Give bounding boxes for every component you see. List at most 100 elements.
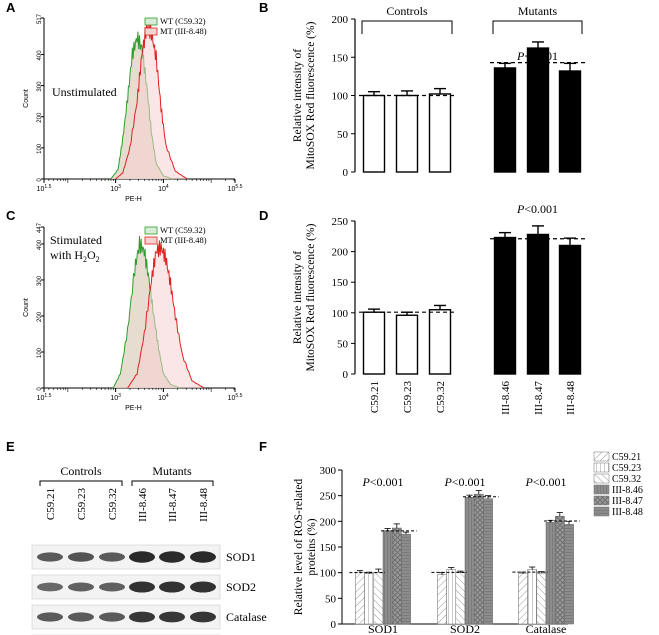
x-tick-label-SOD1: SOD1 — [368, 622, 398, 635]
lane-label-C59.23: C59.23 — [76, 488, 88, 521]
blot-band — [99, 552, 125, 562]
bar-SOD2-III-8.46 — [464, 496, 475, 625]
bar-SOD1-III-8.46 — [382, 530, 393, 625]
legend-label-C59.21: C59.21 — [612, 452, 641, 463]
bar-Catalase-C59.32 — [536, 572, 547, 625]
legend-swatch-C59.21 — [593, 451, 610, 462]
blot-band — [190, 611, 216, 623]
y-axis-label-line1: Relative intensity of — [292, 251, 304, 344]
p-value-label: P<0.001 — [516, 49, 558, 63]
y-tick-label: 300 — [37, 275, 43, 286]
bar-III-8.48 — [558, 70, 582, 173]
y-tick-label: 50 — [337, 129, 349, 141]
blot-band — [99, 612, 125, 622]
y-tick-label: 150 — [332, 52, 349, 64]
group-bracket — [492, 20, 583, 34]
blot-band — [129, 611, 155, 623]
bar-SOD2-III-8.48 — [483, 498, 493, 625]
x-tick-label-III-8.46: III-8.46 — [500, 381, 512, 415]
mt-histogram-area — [127, 240, 204, 388]
blot-strip-SOD1 — [31, 544, 221, 570]
y-tick-label: 100 — [37, 347, 43, 358]
bar-C59.23 — [395, 314, 419, 375]
y-tick-label: 150 — [320, 542, 337, 554]
legend-swatch-C59.32 — [593, 473, 610, 484]
p-value-label: P<0.001 — [524, 475, 566, 489]
group-bracket — [131, 480, 214, 486]
histogram-panel-a: 0 100 200 300 400 517 101.5 103 104 105.5 PE-H Coun… — [23, 13, 243, 203]
y-tick-label: 100 — [37, 143, 43, 154]
legend-label-mt: MT (III-8.48) — [160, 26, 207, 36]
annotation-stimulated: Stimulated — [50, 233, 102, 247]
blot-band — [129, 581, 155, 593]
panel-label-c: C — [6, 208, 16, 223]
y-tick-label: 0 — [37, 178, 43, 182]
band-label-SOD1: SOD1 — [226, 550, 256, 564]
annotation-with-h2o2: with H2O2 — [50, 248, 100, 264]
bar-Catalase-III-8.47 — [554, 515, 565, 625]
bar-chart-panel-f: 0 50 100 150 200 250 300 Relative level of ROS-… — [293, 451, 643, 635]
y-tick-label: 200 — [332, 14, 349, 26]
legend-label-mt: MT (III-8.48) — [160, 235, 207, 245]
p-value-label: P<0.001 — [443, 475, 485, 489]
y-axis-label-line2: MitoSOX Red fluorescence (%) — [305, 223, 317, 371]
x-tick-label-SOD2: SOD2 — [450, 622, 480, 635]
blot-band — [159, 581, 185, 593]
legend-label-III-8.46: III-8.46 — [612, 485, 643, 496]
bar-III-8.47 — [526, 47, 550, 173]
x-tick-label-C59.32: C59.32 — [435, 381, 447, 413]
panel-label-b: B — [259, 0, 268, 15]
lane-label-III-8.47: III-8.47 — [167, 488, 179, 522]
bar-Catalase-C59.23 — [527, 569, 538, 625]
y-tick-label: 200 — [320, 516, 337, 528]
x-tick-label: 103 — [110, 393, 121, 402]
x-tick-label-C59.23: C59.23 — [402, 381, 414, 414]
y-tick-label: 447 — [37, 222, 43, 233]
bar-III-8.47 — [526, 233, 550, 375]
group-label-mutants: Mutants — [152, 464, 192, 478]
x-tick-label-Catalase: Catalase — [526, 622, 567, 635]
x-tick-label: 103 — [110, 184, 121, 193]
bar-SOD1-C59.23 — [364, 573, 375, 625]
x-tick-label: 104 — [158, 393, 169, 402]
bar-III-8.46 — [493, 67, 517, 173]
lane-label-C59.21: C59.21 — [45, 488, 57, 520]
group-label-controls: Controls — [386, 4, 428, 18]
y-tick-label: 300 — [37, 81, 43, 92]
bar-III-8.48 — [558, 244, 582, 375]
legend-label-wt: WT (C59.32) — [160, 225, 206, 235]
y-tick-label: 517 — [37, 13, 43, 24]
y-tick-label: 250 — [320, 491, 337, 503]
y-tick-label: 0 — [331, 619, 337, 631]
y-tick-label: 400 — [37, 239, 43, 250]
group-label-mutants: Mutants — [518, 4, 558, 18]
y-axis-label: Count — [23, 298, 30, 317]
blot-band — [159, 551, 185, 563]
band-label-SOD2: SOD2 — [226, 580, 256, 594]
bar-C59.21 — [362, 311, 386, 375]
blot-band — [68, 612, 94, 622]
western-blot-panel-e: Controls Mutants C59.21 C59.23 C59.32 III-8.4… — [31, 464, 267, 635]
group-bracket — [39, 480, 123, 486]
legend-swatch-wt — [144, 226, 158, 235]
blot-band — [68, 552, 94, 562]
y-axis-label-line1: Relative level of ROS-related — [293, 479, 305, 616]
y-tick-label: 0 — [343, 167, 349, 179]
y-tick-label: 0 — [343, 369, 349, 381]
y-axis-label-line1: Relative intensity of — [292, 49, 304, 142]
y-tick-label: 400 — [37, 50, 43, 61]
y-tick-label: 200 — [37, 311, 43, 322]
legend-label-III-8.48: III-8.48 — [612, 507, 643, 518]
mt-histogram-area — [115, 21, 188, 179]
legend-swatch-III-8.47 — [593, 495, 610, 506]
bar-chart-panel-b: 0 50 100 150 200 Relative intensity of MitoSOX… — [292, 4, 585, 179]
bar-SOD1-III-8.47 — [391, 527, 402, 625]
bar-Catalase-III-8.46 — [545, 522, 556, 625]
histogram-panel-c: 0 100 200 300 400 447 101.5 103 104 105.5 PE-H Coun… — [23, 222, 243, 412]
bar-SOD2-C59.23 — [446, 569, 457, 625]
lane-label-III-8.48: III-8.48 — [198, 488, 210, 522]
blot-band — [37, 582, 63, 592]
y-tick-label: 50 — [325, 593, 337, 605]
y-axis-label: Count — [23, 89, 30, 108]
x-tick-label: 105.5 — [228, 393, 243, 402]
